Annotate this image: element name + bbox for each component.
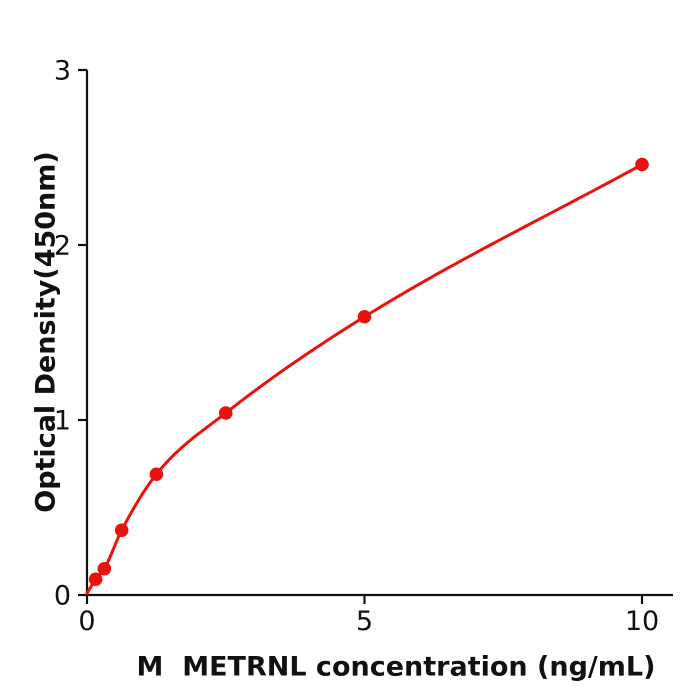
y-tick-label: 2 <box>54 231 71 262</box>
data-point <box>218 406 233 420</box>
data-point <box>114 523 129 538</box>
data-point <box>357 309 372 324</box>
x-tick-label: 10 <box>625 606 659 637</box>
x-tick-label: 0 <box>78 606 95 637</box>
y-tick-label: 0 <box>54 581 71 612</box>
fitted-curve <box>85 163 644 595</box>
x-axis-label: M METRNL concentration (ng/mL) <box>136 651 656 683</box>
data-point <box>88 572 103 587</box>
y-tick-label: 3 <box>54 56 71 87</box>
data-point <box>97 561 112 576</box>
y-axis-label: Optical Density(450nm) <box>30 151 62 513</box>
x-tick-label: 5 <box>356 606 373 637</box>
data-point <box>635 157 649 172</box>
y-tick-label: 1 <box>54 406 71 437</box>
data-point <box>149 467 164 482</box>
